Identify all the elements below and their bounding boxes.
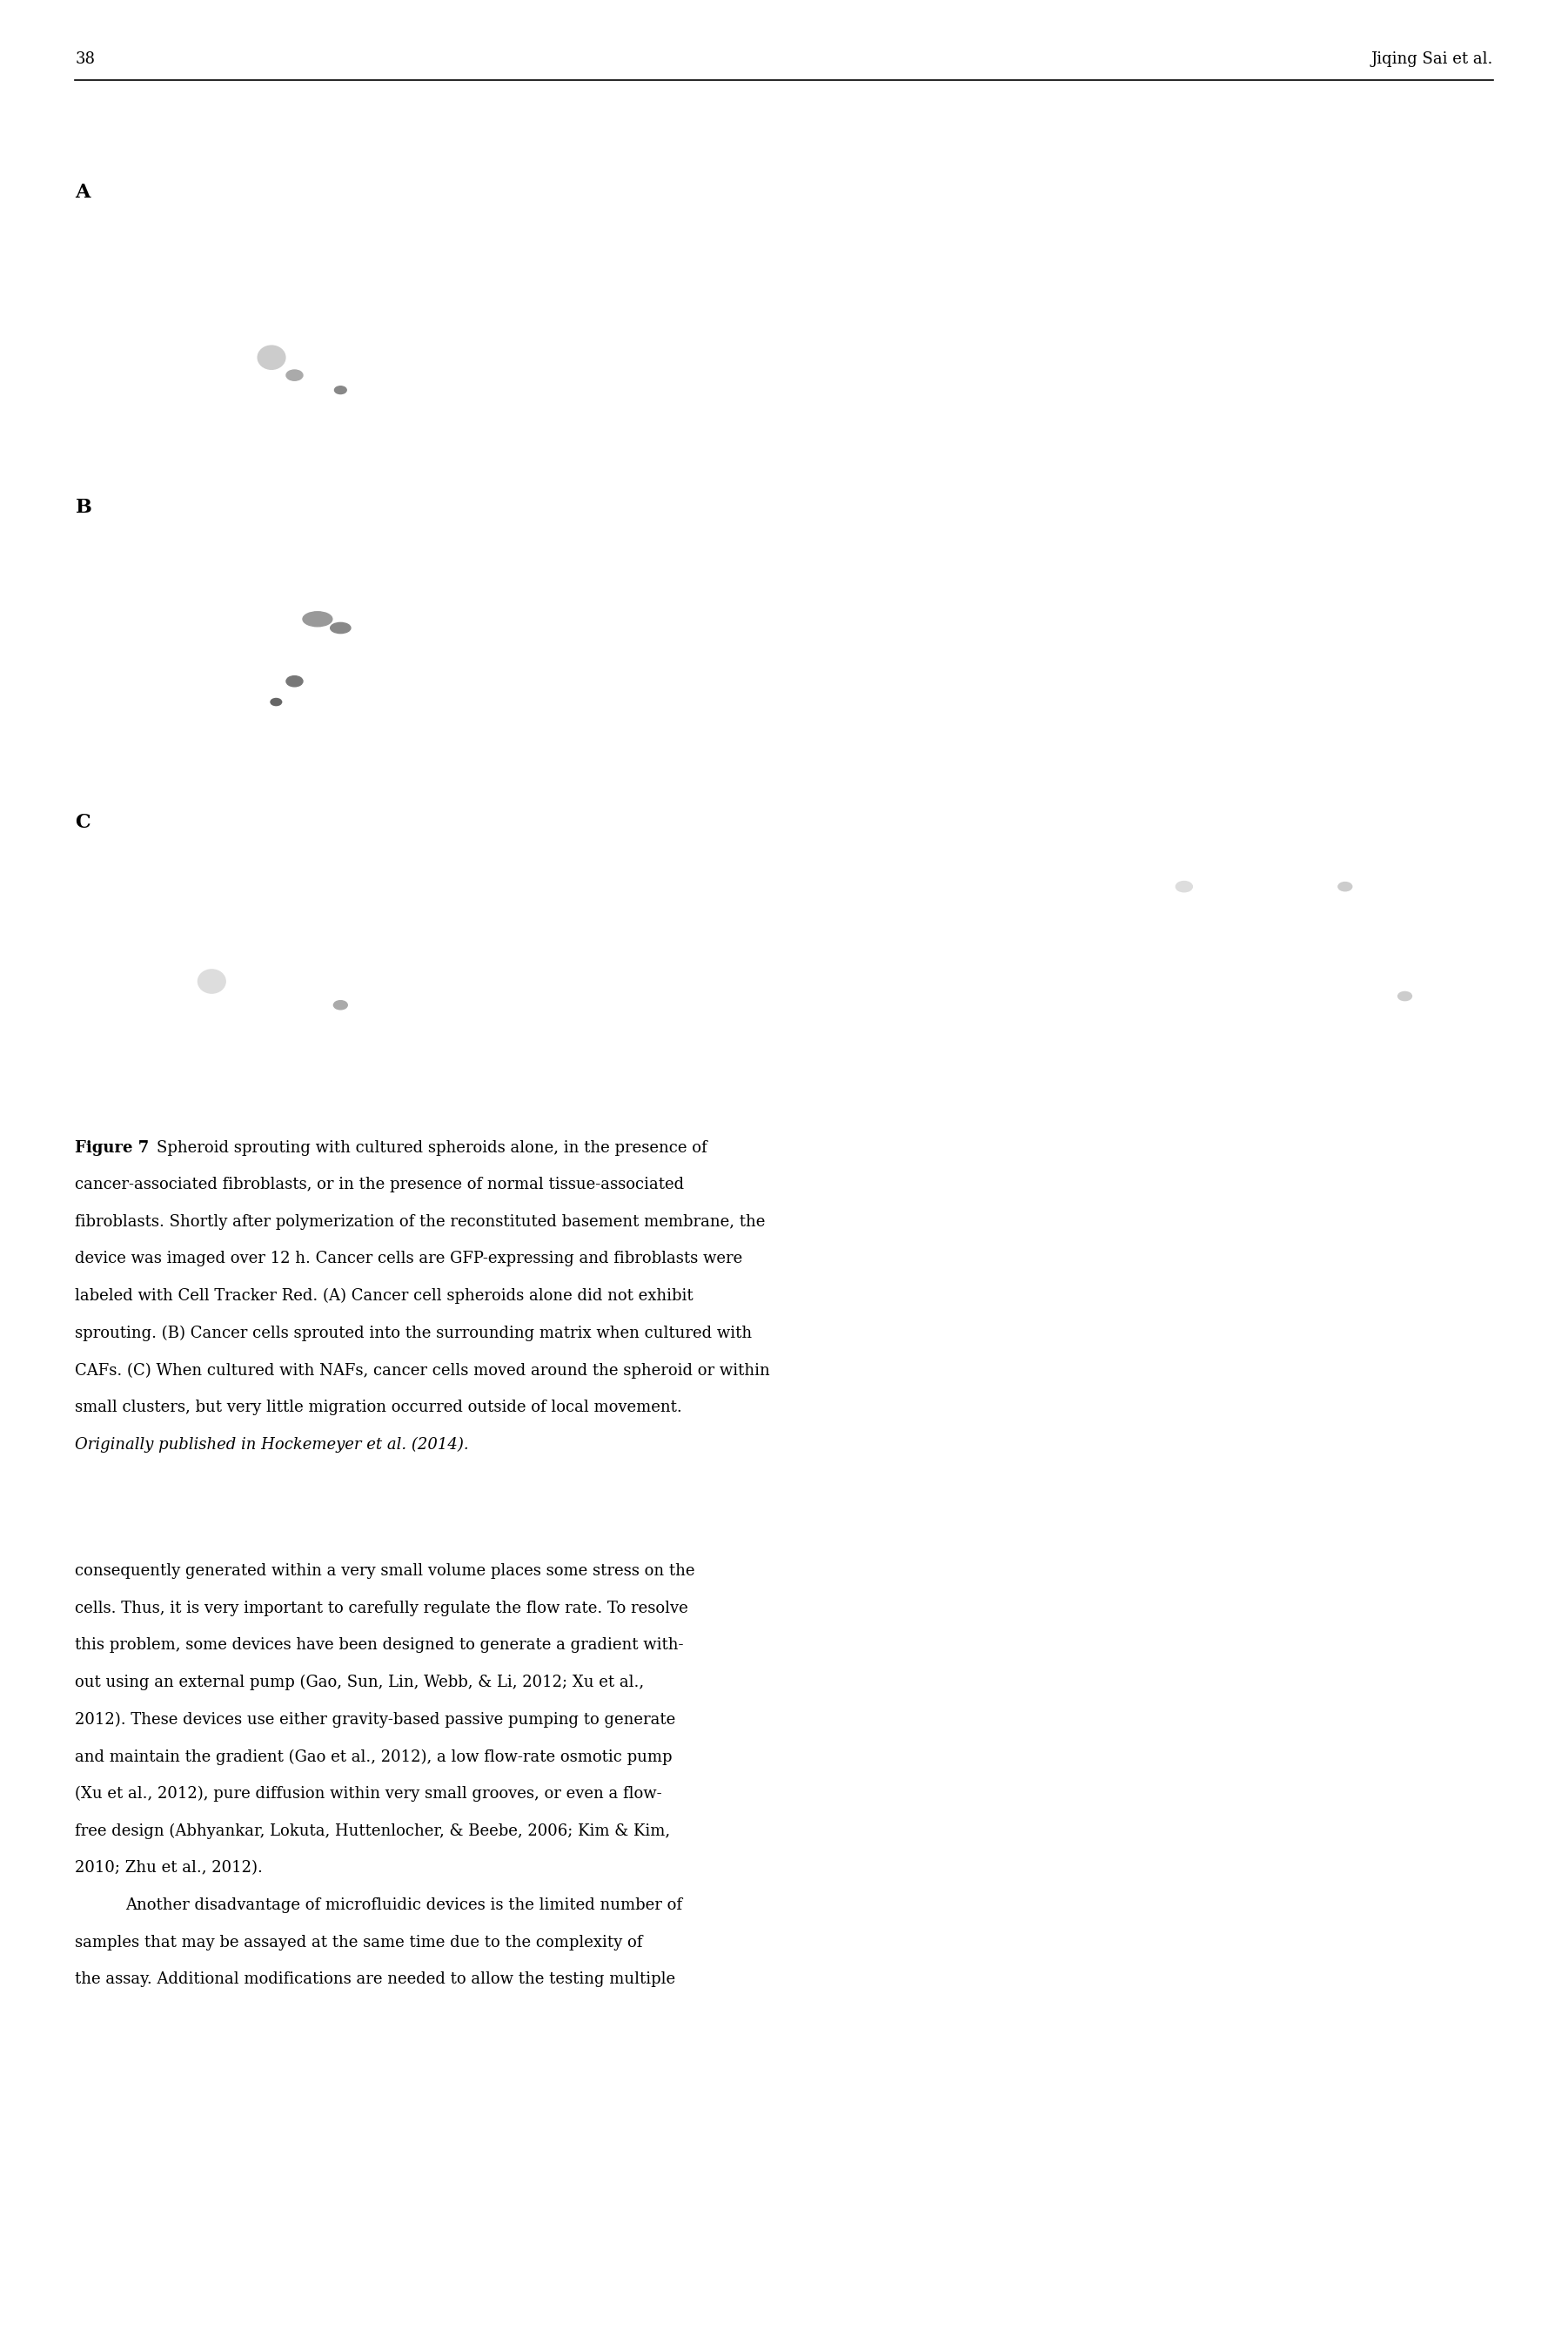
Ellipse shape — [282, 270, 326, 310]
Ellipse shape — [331, 623, 351, 632]
Text: sprouting. (B) Cancer cells sprouted into the surrounding matrix when cultured w: sprouting. (B) Cancer cells sprouted int… — [75, 1325, 753, 1342]
Text: the assay. Additional modifications are needed to allow the testing multiple: the assay. Additional modifications are … — [75, 1972, 676, 1988]
Text: small clusters, but very little migration occurred outside of local movement.: small clusters, but very little migratio… — [75, 1401, 682, 1415]
Circle shape — [773, 975, 789, 987]
Ellipse shape — [717, 916, 762, 956]
Circle shape — [1399, 992, 1411, 1001]
Text: C: C — [75, 813, 91, 832]
Text: cancer-associated fibroblasts, or in the presence of normal tissue-associated: cancer-associated fibroblasts, or in the… — [75, 1177, 685, 1191]
Ellipse shape — [303, 611, 332, 627]
Text: free design (Abhyankar, Lokuta, Huttenlocher, & Beebe, 2006; Kim & Kim,: free design (Abhyankar, Lokuta, Huttenlo… — [75, 1824, 671, 1840]
Text: 0 h: 0 h — [129, 442, 151, 456]
Text: consequently generated within a very small volume places some stress on the: consequently generated within a very sma… — [75, 1563, 695, 1579]
Ellipse shape — [1253, 258, 1300, 296]
Text: B: B — [75, 498, 91, 517]
Text: 8 h: 8 h — [1065, 442, 1085, 456]
Circle shape — [731, 266, 757, 284]
Text: cells. Thus, it is very important to carefully regulate the flow rate. To resolv: cells. Thus, it is very important to car… — [75, 1600, 688, 1617]
Text: 4 h: 4 h — [597, 1072, 618, 1086]
Text: samples that may be assayed at the same time due to the complexity of: samples that may be assayed at the same … — [75, 1934, 643, 1950]
Circle shape — [298, 966, 318, 980]
Circle shape — [334, 1001, 348, 1010]
Ellipse shape — [183, 282, 267, 350]
Text: Originally published in Hockemeyer et al. (2014).: Originally published in Hockemeyer et al… — [75, 1436, 469, 1452]
Ellipse shape — [839, 618, 870, 644]
Text: 8 h: 8 h — [1065, 757, 1085, 771]
Circle shape — [334, 385, 347, 395]
Text: A: A — [75, 183, 91, 202]
Text: 8 h: 8 h — [1065, 1072, 1085, 1086]
Text: Spheroid
sprouting: Spheroid sprouting — [693, 684, 748, 707]
Ellipse shape — [191, 919, 279, 996]
Text: 0 h: 0 h — [129, 1072, 151, 1086]
Text: this problem, some devices have been designed to generate a gradient with-: this problem, some devices have been des… — [75, 1638, 684, 1652]
Circle shape — [287, 369, 303, 381]
Ellipse shape — [1290, 909, 1334, 945]
Circle shape — [1176, 881, 1192, 893]
Ellipse shape — [1174, 261, 1212, 294]
Text: 0 h: 0 h — [129, 757, 151, 771]
Ellipse shape — [750, 616, 793, 658]
Text: Cancer cell
spheroid: Cancer cell spheroid — [831, 214, 895, 240]
Ellipse shape — [257, 345, 285, 369]
Text: and maintain the gradient (Gao et al., 2012), a low flow-rate osmotic pump: and maintain the gradient (Gao et al., 2… — [75, 1748, 673, 1765]
Circle shape — [1338, 881, 1352, 891]
Text: Jiqing Sai et al.: Jiqing Sai et al. — [1370, 52, 1493, 68]
Text: Cancer cell
spheroid: Cancer cell spheroid — [812, 862, 878, 886]
Ellipse shape — [801, 931, 834, 961]
Text: Another disadvantage of microfluidic devices is the limited number of: Another disadvantage of microfluidic dev… — [125, 1896, 682, 1913]
Text: Figure 7: Figure 7 — [75, 1140, 149, 1156]
Text: (Xu et al., 2012), pure diffusion within very small grooves, or even a flow-: (Xu et al., 2012), pure diffusion within… — [75, 1786, 662, 1802]
Circle shape — [1267, 616, 1286, 627]
Text: labeled with Cell Tracker Red. (A) Cancer cell spheroids alone did not exhibit: labeled with Cell Tracker Red. (A) Cance… — [75, 1288, 693, 1304]
Ellipse shape — [1173, 898, 1269, 975]
Text: Spheroid sprouting with cultured spheroids alone, in the presence of: Spheroid sprouting with cultured spheroi… — [157, 1140, 707, 1156]
Circle shape — [1358, 968, 1378, 982]
Text: 38: 38 — [75, 52, 96, 68]
Text: 4 h: 4 h — [597, 442, 618, 456]
Text: device was imaged over 12 h. Cancer cells are GFP-expressing and fibroblasts wer: device was imaged over 12 h. Cancer cell… — [75, 1250, 743, 1267]
Text: CAFs. (C) When cultured with NAFs, cancer cells moved around the spheroid or wit: CAFs. (C) When cultured with NAFs, cance… — [75, 1363, 770, 1379]
Ellipse shape — [798, 263, 837, 298]
Circle shape — [287, 677, 303, 686]
Text: out using an external pump (Gao, Sun, Lin, Webb, & Li, 2012; Xu et al.,: out using an external pump (Gao, Sun, Li… — [75, 1676, 644, 1690]
Ellipse shape — [198, 971, 226, 994]
Circle shape — [271, 698, 282, 705]
Text: 2012). These devices use either gravity-based passive pumping to generate: 2012). These devices use either gravity-… — [75, 1711, 676, 1727]
Text: 2010; Zhu et al., 2012).: 2010; Zhu et al., 2012). — [75, 1861, 263, 1875]
Text: fibroblasts. Shortly after polymerization of the reconstituted basement membrane: fibroblasts. Shortly after polymerizatio… — [75, 1215, 765, 1229]
Text: 4 h: 4 h — [597, 757, 618, 771]
